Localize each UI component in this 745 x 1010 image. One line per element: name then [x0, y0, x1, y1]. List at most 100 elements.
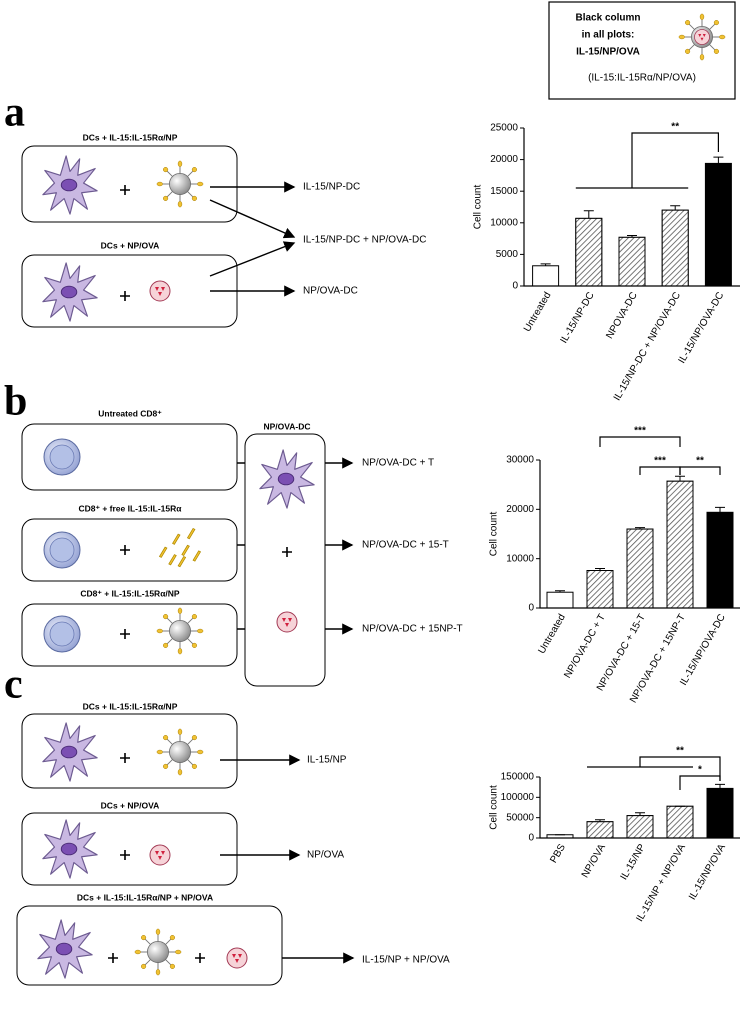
ova-icon [276, 611, 298, 633]
x-tick-label: Untreated [536, 612, 567, 656]
x-tick-label: IL-15/NP-DC [559, 290, 597, 345]
y-tick-label: 150000 [501, 772, 535, 783]
x-tick-label: IL-15/NP/OVA [687, 842, 728, 902]
error-bar [715, 506, 725, 513]
ova-icon [226, 947, 248, 969]
bar [706, 511, 734, 609]
box-title: CD8⁺ + IL-15:IL-15Rα/NP [80, 588, 180, 598]
y-axis-label: Cell count [489, 512, 500, 557]
box-title: DCs + NP/OVA [101, 800, 160, 810]
y-tick-label: 25000 [490, 123, 518, 134]
error-bar [555, 590, 565, 593]
significance-label: *** [634, 426, 646, 437]
output-label: NP/OVA-DC [303, 286, 358, 297]
y-tick-label: 100000 [501, 792, 535, 803]
error-bar [583, 210, 594, 219]
y-tick-label: 30000 [506, 455, 534, 466]
significance-bracket [639, 466, 681, 475]
plus [120, 753, 130, 763]
y-tick-label: 15000 [490, 186, 518, 197]
bar [546, 591, 574, 609]
nanoparticle-icon [134, 928, 182, 976]
significance-bracket [587, 756, 721, 781]
y-tick-label: 50000 [506, 812, 534, 823]
x-tick-label: NP/OVA-DC + T [562, 612, 608, 680]
legend-line: IL-15/NP/OVA [576, 47, 640, 58]
box-title: DCs + NP/OVA [101, 240, 160, 250]
y-tick-label: 20000 [490, 154, 518, 165]
center-box [244, 433, 326, 687]
error-bar [595, 819, 605, 822]
arrow [209, 241, 296, 277]
t-cell-icon [43, 531, 81, 569]
bar-hatch [666, 805, 694, 839]
plus [120, 629, 130, 639]
output-label: IL-15/NP [307, 755, 347, 766]
significance-bracket [599, 436, 681, 447]
bar-hatch [626, 528, 654, 609]
bar-hatch [586, 821, 614, 839]
y-tick-label: 0 [528, 833, 534, 844]
panel-b-diagram: b Untreated CD8⁺ CD8⁺ + free IL-15:IL-15… [4, 379, 463, 687]
box-title: Untreated CD8⁺ [98, 408, 162, 418]
significance-bracket [575, 132, 719, 189]
ova-icon [149, 844, 171, 866]
y-tick-label: 20000 [506, 504, 534, 515]
nanoparticle-icon [156, 160, 204, 208]
plus [120, 850, 130, 860]
x-tick-label: NP/OVA [580, 842, 608, 880]
significance-label: *** [654, 456, 666, 467]
output-label: IL-15/NP-DC [303, 182, 360, 193]
y-tick-label: 10000 [490, 217, 518, 228]
axes [523, 128, 740, 287]
error-bar [713, 156, 724, 164]
panel-label: a [4, 90, 25, 136]
box-title: DCs + IL-15:IL-15Rα/NP + NP/OVA [77, 892, 213, 902]
plus [120, 291, 130, 301]
significance-label: ** [676, 746, 684, 757]
box-title: CD8⁺ + free IL-15:IL-15Rα [78, 503, 182, 513]
plus [108, 953, 118, 963]
box-title: DCs + IL-15:IL-15Rα/NP [83, 701, 178, 711]
significance-label: ** [671, 122, 679, 133]
box-title: DCs + IL-15:IL-15Rα/NP [83, 132, 178, 142]
error-bar [635, 527, 645, 530]
significance-bracket [679, 775, 721, 790]
output-label: IL-15/NP + NP/OVA [362, 955, 450, 966]
panel-c-diagram: c DCs + IL-15:IL-15Rα/NP DCs + NP/OVA DC… [4, 662, 450, 986]
nanoparticle-icon [156, 607, 204, 655]
plus [120, 545, 130, 555]
bar-hatch [666, 480, 694, 609]
axes [539, 460, 740, 609]
error-bar [627, 234, 637, 238]
bar [532, 265, 560, 287]
box [21, 603, 238, 667]
x-tick-label: IL-15/NP [619, 842, 648, 882]
x-tick-label: IL-15/NP/OVA-DC [678, 612, 728, 687]
plus [195, 953, 205, 963]
x-tick-label: IL-15/NP/OVA-DC [677, 290, 727, 365]
legend-line: in all plots: [582, 30, 635, 41]
ova-icon [149, 280, 171, 302]
bar [706, 787, 734, 839]
bar [704, 162, 732, 287]
y-axis-label: Cell count [473, 185, 484, 230]
y-tick-label: 0 [528, 603, 534, 614]
error-bar [670, 205, 681, 211]
panel-a-diagram: a DCs + IL-15:IL-15Rα/NP DCs + NP/OVA IL… [4, 90, 426, 328]
arrow [209, 199, 296, 239]
ova-icon [694, 29, 710, 45]
plus [282, 547, 292, 557]
significance-bracket [679, 466, 721, 475]
box [21, 423, 238, 491]
output-label: NP/OVA-DC + 15-T [362, 540, 449, 551]
bar-hatch [586, 570, 614, 609]
error-bar [715, 783, 725, 789]
bar-hatch [575, 217, 603, 287]
bar-hatch [661, 209, 689, 287]
bar-hatch [626, 815, 654, 839]
output-label: NP/OVA-DC + 15NP-T [362, 624, 463, 635]
y-tick-label: 5000 [496, 249, 519, 260]
error-bar [675, 475, 685, 482]
